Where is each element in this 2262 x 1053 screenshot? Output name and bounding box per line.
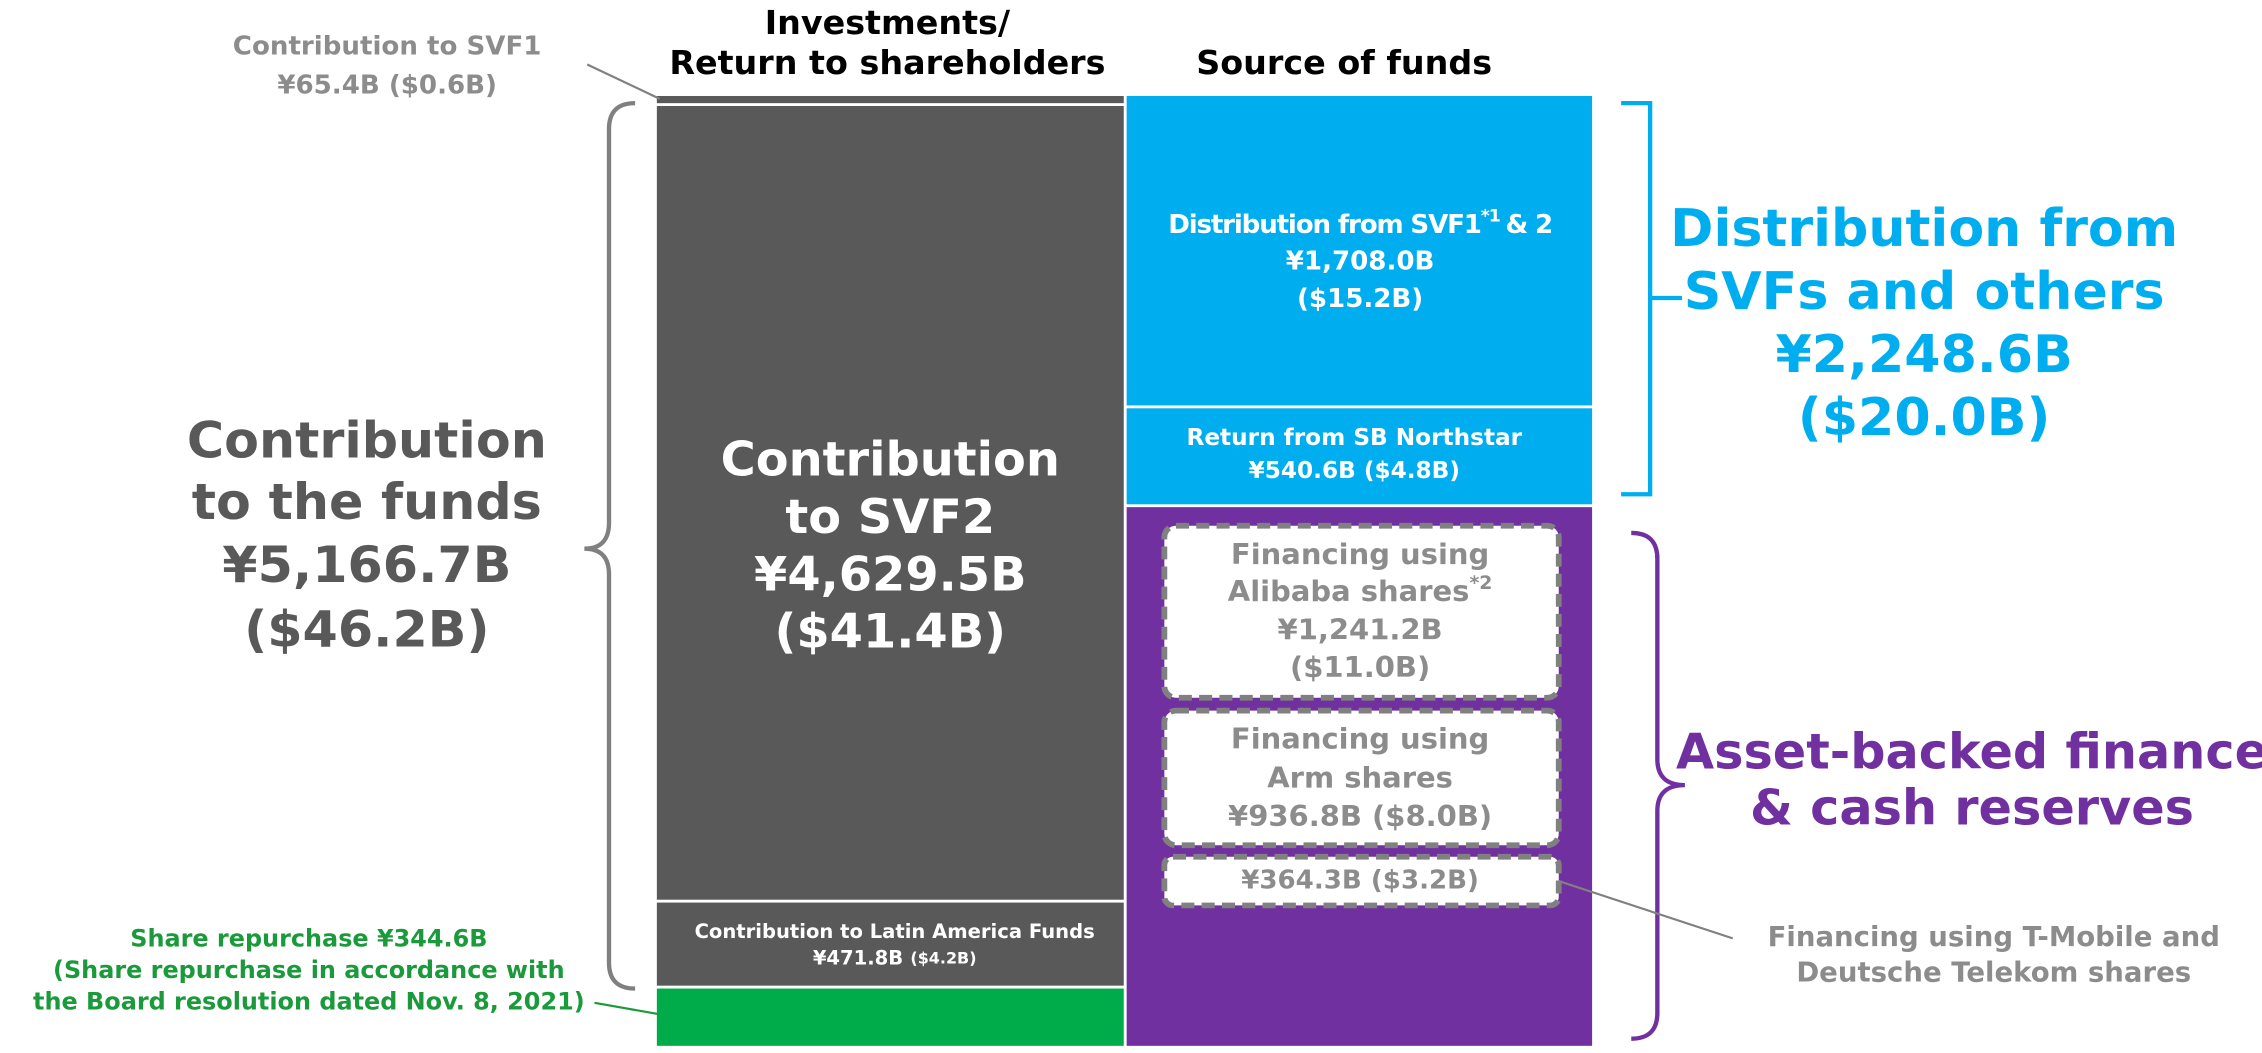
- header-right: Source of funds: [1196, 43, 1492, 82]
- svf-distribution-label: Distribution from SVF1*1 & 2: [1168, 206, 1552, 239]
- svf1-leader: [586, 63, 661, 100]
- share-repurchase-label: Share repurchase ¥344.6B: [130, 924, 487, 952]
- asset-backed-label: Asset-backed finance: [1676, 724, 2262, 781]
- tmobile-callout: Financing using T-Mobile and: [1768, 922, 2220, 953]
- tmobile-amount: ¥364.3B ($3.2B): [1241, 866, 1479, 896]
- svf2-label: Contribution: [721, 433, 1060, 488]
- left-total-label: Contribution: [187, 411, 547, 470]
- northstar-block: [1126, 408, 1593, 505]
- latin-america-yen: ¥471.8B: [813, 946, 903, 969]
- svf2-amount: ($41.4B): [775, 605, 1006, 660]
- svf-distribution-suffix: & 2: [1505, 210, 1552, 240]
- svf-distribution-text: Distribution from SVF1: [1168, 210, 1481, 240]
- left-bracket: [584, 101, 636, 991]
- arm-box: [1161, 707, 1562, 849]
- latin-america-label: Contribution to Latin America Funds: [695, 920, 1095, 943]
- alibaba-text: Alibaba shares: [1228, 574, 1470, 608]
- header-left: Investments/: [765, 3, 1011, 42]
- svf2-label: to SVF2: [785, 490, 995, 545]
- arm-amount: ¥936.8B ($8.0B): [1228, 799, 1492, 833]
- distribution-total-label: Distribution from: [1670, 199, 2178, 259]
- arm-label: Arm shares: [1267, 760, 1453, 794]
- latin-america-block: [656, 902, 1124, 986]
- northstar-amount: ¥540.6B ($4.8B): [1249, 458, 1460, 484]
- distribution-bracket: [1621, 101, 1682, 497]
- footnote-mark: *1: [1481, 206, 1500, 226]
- svf-distribution-block: [1126, 95, 1593, 406]
- tmobile-callout: Deutsche Telekom shares: [1796, 958, 2191, 989]
- asset-backed-label: & cash reserves: [1750, 780, 2194, 837]
- alibaba-label: Alibaba shares*2: [1228, 573, 1493, 608]
- latin-america-usd: ($4.2B): [910, 948, 976, 967]
- share-repurchase-block: [656, 988, 1124, 1046]
- left-total-label: to the funds: [192, 472, 542, 531]
- svf1-label: Contribution to SVF1: [233, 32, 542, 62]
- alibaba-amount: ¥1,241.2B: [1278, 613, 1443, 647]
- latin-america-amount: ¥471.8B ($4.2B): [813, 946, 977, 969]
- distribution-total-label: SVFs and others: [1684, 262, 2165, 322]
- northstar-label: Return from SB Northstar: [1186, 425, 1522, 451]
- share-repurchase-leader: [594, 1001, 660, 1016]
- arm-label: Financing using: [1231, 722, 1489, 756]
- alibaba-amount: ($11.0B): [1290, 650, 1430, 684]
- svf1-amount: ¥65.4B ($0.6B): [277, 71, 497, 101]
- tmobile-leader: [1558, 880, 1734, 940]
- svf2-block: [656, 106, 1124, 900]
- footnote-mark: *2: [1469, 573, 1492, 594]
- left-total-amount: ($46.2B): [244, 600, 490, 659]
- alibaba-label: Financing using: [1231, 537, 1489, 571]
- asset-backed-bracket: [1631, 530, 1685, 1041]
- svf-distribution-amount: ($15.2B): [1297, 284, 1423, 314]
- share-repurchase-note: the Board resolution dated Nov. 8, 2021): [33, 987, 585, 1015]
- alibaba-box: [1161, 522, 1562, 701]
- header-left: Return to shareholders: [669, 43, 1105, 82]
- share-repurchase-note: (Share repurchase in accordance with: [53, 956, 565, 984]
- svf-distribution-amount: ¥1,708.0B: [1286, 247, 1435, 277]
- left-total-amount: ¥5,166.7B: [222, 535, 511, 594]
- distribution-total-amount: ($20.0B): [1798, 388, 2051, 448]
- distribution-total-amount: ¥2,248.6B: [1775, 325, 2072, 385]
- svf2-amount: ¥4,629.5B: [754, 548, 1027, 603]
- svf1-block: [656, 95, 1124, 104]
